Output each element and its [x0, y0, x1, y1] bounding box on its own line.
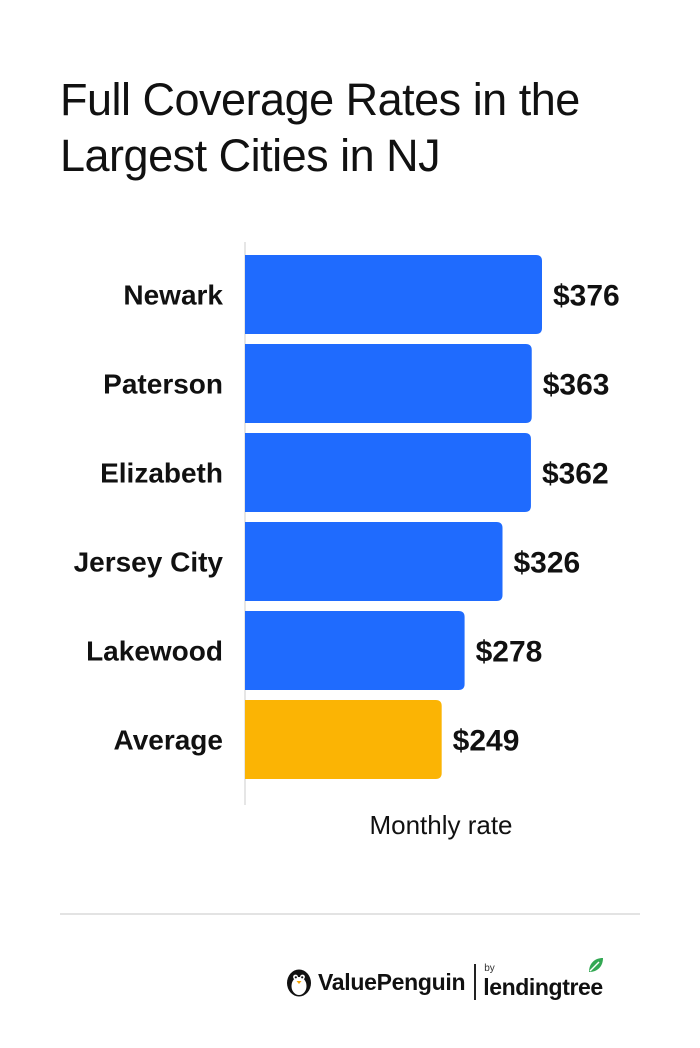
category-label-elizabeth: Elizabeth: [100, 458, 223, 489]
value-label-newark: $376: [553, 280, 620, 313]
category-label-lakewood: Lakewood: [86, 636, 223, 667]
bar-newark: [245, 255, 542, 334]
chart-title: Full Coverage Rates in the Largest Citie…: [60, 74, 580, 181]
bar-jersey-city: [245, 522, 503, 601]
divider: [60, 913, 640, 915]
category-label-newark: Newark: [123, 280, 223, 311]
bar-average: [245, 700, 442, 779]
category-label-jersey-city: Jersey City: [74, 547, 224, 578]
value-label-jersey-city: $326: [514, 547, 581, 580]
category-label-paterson: Paterson: [103, 369, 223, 400]
valuepenguin-wordmark: ValuePenguin: [318, 968, 466, 995]
penguin-logo-icon: [287, 969, 311, 997]
by-label: by: [484, 963, 495, 974]
brand-separator: [474, 964, 477, 1000]
bar-chart: Newark $376 Paterson $363 Elizabeth $362 Jerse…: [74, 242, 620, 805]
bar-elizabeth: [245, 433, 531, 512]
value-label-lakewood: $278: [476, 636, 543, 669]
value-label-elizabeth: $362: [542, 458, 609, 491]
category-label-average: Average: [114, 725, 223, 756]
brand-logos: ValuePenguin by lendingtree: [286, 958, 603, 1004]
bar-lakewood: [245, 611, 465, 690]
lendingtree-wordmark: by lendingtree: [483, 958, 603, 1000]
lendingtree-label: lendingtree: [483, 974, 603, 1000]
value-label-paterson: $363: [543, 369, 610, 402]
x-axis-label: Monthly rate: [369, 810, 513, 840]
leaf-logo-icon: [588, 958, 603, 972]
bar-paterson: [245, 344, 532, 423]
value-label-average: $249: [453, 725, 520, 758]
